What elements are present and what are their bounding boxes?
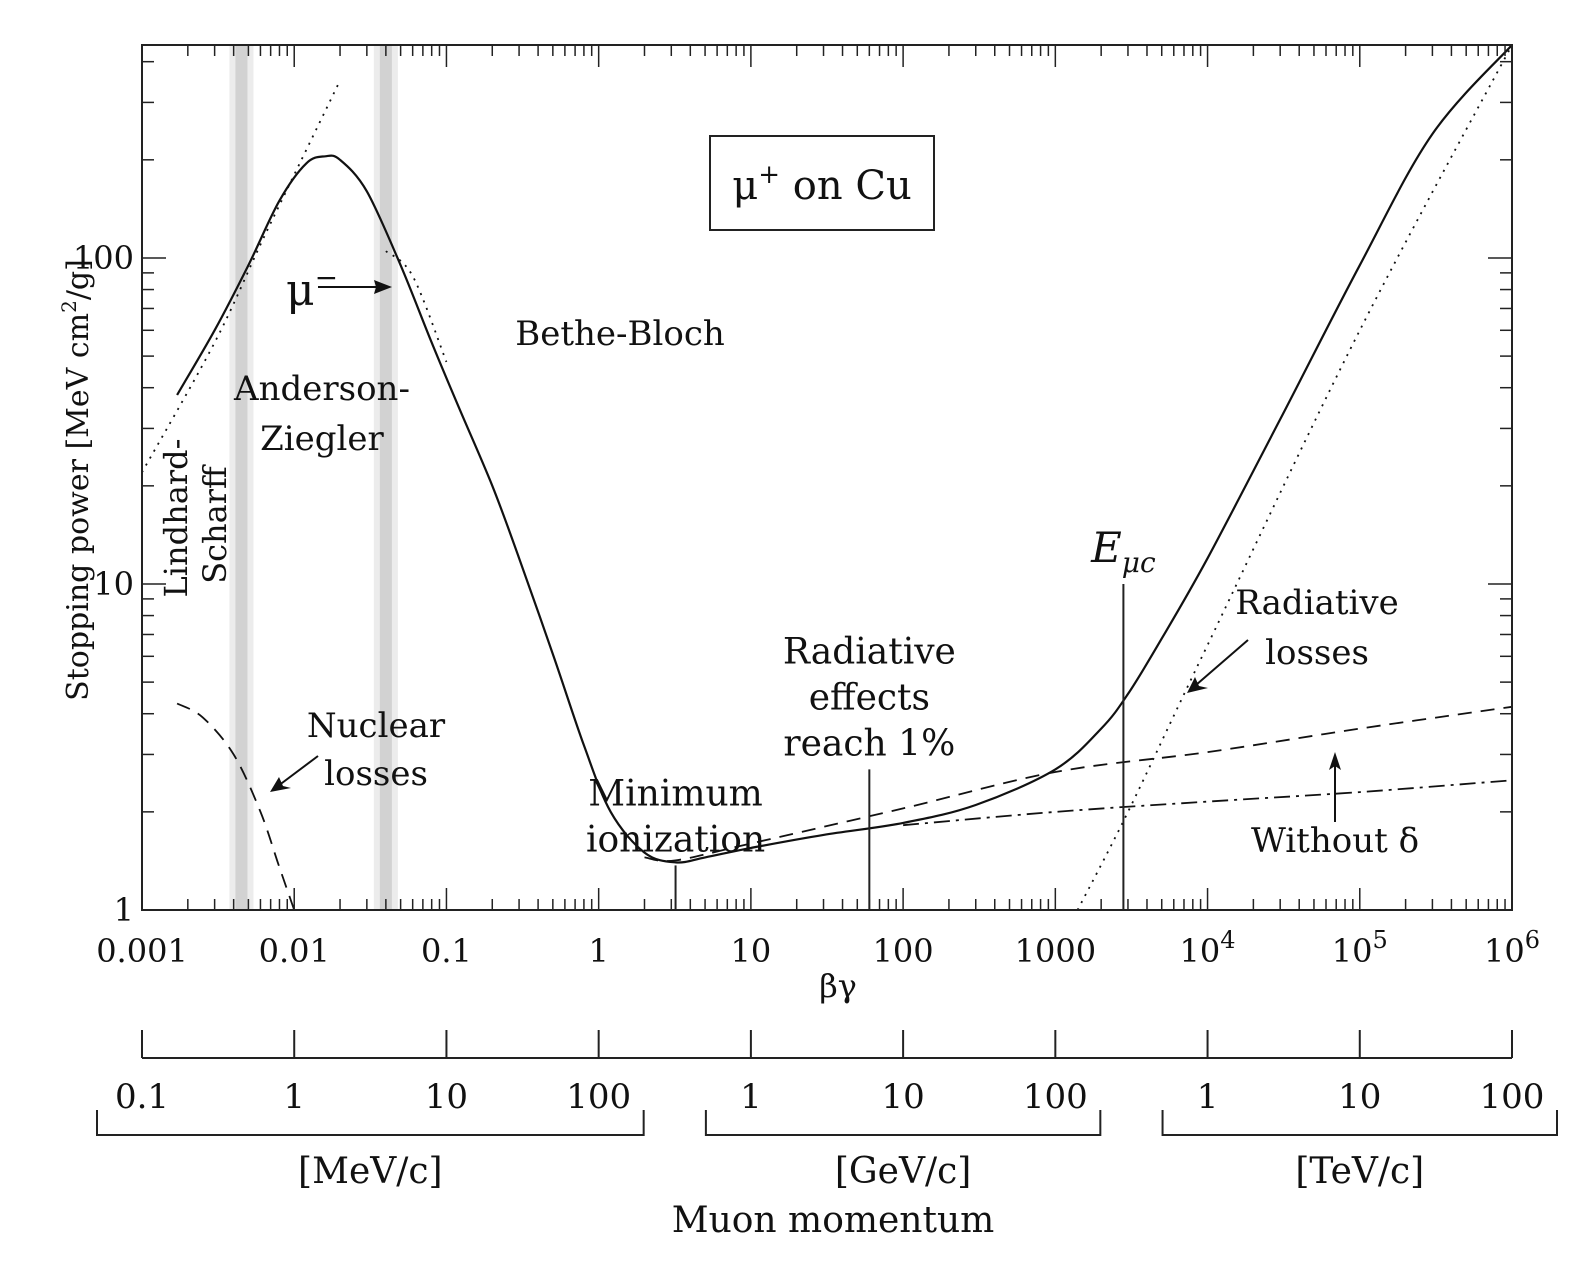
- momentum-unit-label: [GeV/c]: [835, 1151, 971, 1192]
- x-tick-label: 105: [1332, 926, 1388, 970]
- chart-title: μ+ on Cu: [732, 160, 911, 209]
- momentum-tick-label: 100: [1480, 1077, 1545, 1117]
- y-tick-label: 1: [114, 891, 134, 929]
- momentum-tick-label: 0.1: [115, 1077, 169, 1117]
- anderson-ziegler-line2: Ziegler: [260, 419, 384, 459]
- annotation-mu-minus: μ−: [286, 261, 338, 316]
- lindhard-scharff-line2: Scharff: [196, 464, 234, 584]
- momentum-bracket: [1161, 1110, 1558, 1136]
- series-line-dashdot: [903, 779, 1513, 827]
- x-tick-label: 0.001: [96, 932, 188, 970]
- without-delta-label: Without δ: [1251, 821, 1419, 861]
- x-tick-label: 1000: [1015, 932, 1096, 970]
- momentum-unit-label: [MeV/c]: [298, 1151, 443, 1192]
- momentum-tick-label: 1: [740, 1077, 762, 1117]
- annotation-lindhard-scharff: Lindhard- Scharff: [157, 439, 234, 598]
- without-delta-arrowhead: [1329, 752, 1341, 770]
- momentum-axis-title: Muon momentum: [672, 1200, 995, 1241]
- shaded-band-core: [235, 45, 248, 910]
- nuclear-losses-line1: Nuclear: [307, 706, 446, 746]
- series-group: [141, 44, 1513, 911]
- momentum-bracket: [704, 1110, 1102, 1136]
- x-tick-label: 100: [873, 932, 934, 970]
- momentum-tick-label: 1: [1197, 1077, 1219, 1117]
- radiative-losses-arrow: [1195, 639, 1249, 686]
- momentum-tick-label: 1: [283, 1077, 305, 1117]
- y-tick-label: 10: [93, 565, 134, 603]
- nuclear-losses-arrow: [277, 755, 319, 787]
- annotation-anderson-ziegler: Anderson- Ziegler: [233, 369, 410, 459]
- lindhard-scharff-line1: Lindhard-: [157, 439, 195, 598]
- title-box: μ+ on Cu: [709, 135, 935, 231]
- radiative-losses-arrowhead: [1187, 677, 1208, 693]
- x-axis-label: βγ: [819, 967, 857, 1005]
- momentum-tick-label: 10: [1338, 1077, 1381, 1117]
- anderson-ziegler-line1: Anderson-: [233, 369, 410, 409]
- axes-ticks: 0.001 0.01 0.1 1 10 100 1000 104 105 106 1 10 100: [73, 45, 1540, 970]
- title-frame: [709, 135, 935, 231]
- mu-minus-label: μ−: [286, 261, 338, 316]
- plot-frame: [141, 44, 1513, 911]
- x-tick-label: 104: [1180, 926, 1236, 970]
- momentum-tick-label: 100: [1023, 1077, 1088, 1117]
- series-line-dashed: [176, 702, 296, 911]
- momentum-tick-label: 100: [566, 1077, 631, 1117]
- nuclear-losses-arrowhead: [270, 777, 291, 792]
- bethe-bloch-label: Bethe-Bloch: [515, 314, 725, 354]
- annotation-nuclear-losses: Nuclear losses: [307, 706, 446, 794]
- momentum-unit-label: [TeV/c]: [1295, 1151, 1424, 1192]
- y-axis-label: Stopping power [MeV cm2/g]: [57, 259, 96, 701]
- vertical-marker-label: Minimum: [588, 773, 763, 814]
- annotation-arrows: [270, 280, 1341, 822]
- radiative-losses-line1: Radiative: [1235, 583, 1398, 623]
- shaded-band-core: [379, 45, 392, 910]
- vertical-marker-label: Radiative: [783, 631, 956, 672]
- vertical-marker-label: reach 1%: [783, 723, 955, 764]
- nuclear-losses-line2: losses: [324, 754, 428, 794]
- x-tick-label: 0.01: [259, 932, 330, 970]
- momentum-bracket: [96, 1110, 645, 1136]
- momentum-tick-label: 10: [425, 1077, 468, 1117]
- mu-minus-arrowhead: [374, 280, 392, 294]
- y-tick-label: 100: [73, 239, 134, 277]
- x-tick-label: 106: [1484, 926, 1540, 970]
- x-tick-label: 10: [731, 932, 772, 970]
- x-tick-label: 1: [588, 932, 608, 970]
- vertical-markers: Minimum ionization Radiative effects reach 1…: [586, 523, 1156, 910]
- vertical-marker-label: effects: [809, 677, 930, 718]
- radiative-losses-line2: losses: [1265, 633, 1369, 673]
- emuc-label: Eμc: [1090, 523, 1156, 579]
- series-line-dashed: [644, 705, 1513, 862]
- annotation-radiative-losses: Radiative losses: [1235, 583, 1398, 673]
- shaded-bands: [229, 45, 398, 910]
- x-tick-label: 0.1: [421, 932, 472, 970]
- momentum-axis: 0.1 1 10 100 [MeV/c] 1 10 100 [GeV/c] 1 10 100 [TeV/…: [96, 1030, 1558, 1192]
- series-line-dotted: [1076, 44, 1513, 911]
- series-line-dotted: [141, 80, 341, 473]
- momentum-tick-label: 10: [881, 1077, 924, 1117]
- series-line-dotted: [385, 250, 448, 363]
- series-line-solid: [176, 44, 1513, 864]
- annotation-without-delta: Without δ: [1251, 821, 1419, 861]
- vertical-marker-label: ionization: [586, 819, 765, 860]
- annotation-bethe-bloch: Bethe-Bloch: [515, 314, 725, 354]
